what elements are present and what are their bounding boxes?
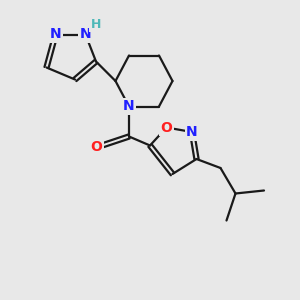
Text: N: N: [50, 28, 61, 41]
Text: O: O: [90, 140, 102, 154]
Text: N: N: [123, 100, 135, 113]
Text: N: N: [80, 28, 91, 41]
Text: O: O: [160, 121, 172, 134]
Text: N: N: [186, 125, 198, 139]
Text: H: H: [91, 17, 101, 31]
